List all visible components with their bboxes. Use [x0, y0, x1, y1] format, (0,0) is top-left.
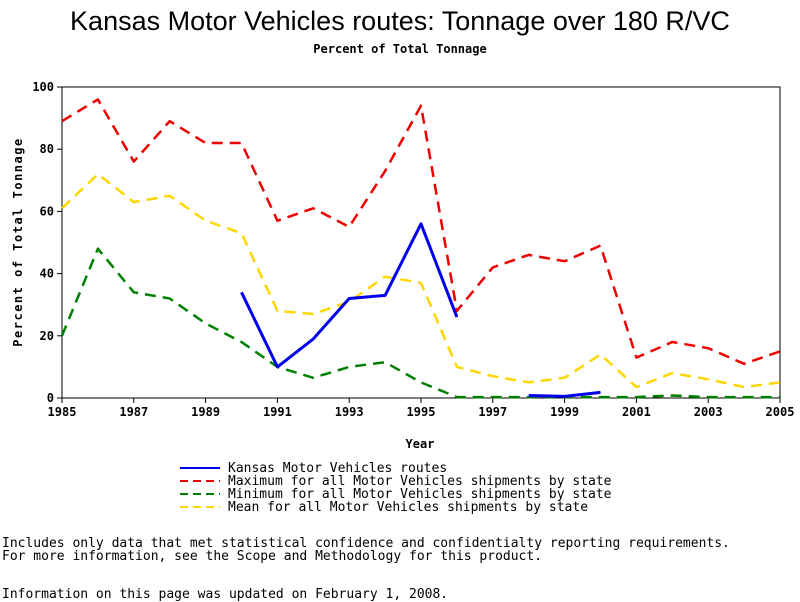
note-updated: Information on this page was updated on …	[2, 587, 449, 602]
series-line-1	[61, 98, 781, 366]
note-methodology: For more information, see the Scope and …	[2, 549, 543, 564]
plot-frame	[61, 86, 781, 399]
series-line-3	[61, 172, 781, 389]
x-tick-label: 2005	[766, 405, 795, 419]
x-tick-label: 1997	[478, 405, 507, 419]
series-line-2	[60, 247, 780, 399]
chart-title: Kansas Motor Vehicles routes: Tonnage ov…	[70, 6, 730, 36]
y-tick-label: 0	[47, 391, 54, 405]
x-tick-label: 2001	[622, 405, 651, 419]
y-tick-label: 80	[40, 142, 54, 156]
series-line-0	[528, 390, 601, 398]
x-tick-label: 1995	[407, 405, 436, 419]
series-line-0	[240, 222, 459, 369]
chart-subtitle: Percent of Total Tonnage	[313, 42, 487, 56]
x-tick-label: 1987	[119, 405, 148, 419]
legend-label: Minimum for all Motor Vehicles shipments…	[228, 487, 612, 502]
x-tick-label: 1993	[335, 405, 364, 419]
x-tick-label: 1999	[550, 405, 579, 419]
y-tick-label: 40	[40, 267, 54, 281]
legend-label: Mean for all Motor Vehicles shipments by…	[228, 500, 588, 515]
x-tick-label: 1985	[48, 405, 77, 419]
y-tick-label: 20	[40, 329, 54, 343]
y-tick-label: 60	[40, 204, 54, 218]
legend-label: Maximum for all Motor Vehicles shipments…	[228, 474, 612, 489]
x-axis-title: Year	[406, 437, 435, 451]
x-tick-label: 1989	[191, 405, 220, 419]
x-tick-label: 1991	[263, 405, 292, 419]
x-tick-label: 2003	[694, 405, 723, 419]
legend-label: Kansas Motor Vehicles routes	[228, 461, 447, 476]
y-tick-label: 100	[32, 80, 54, 94]
y-axis-title: Percent of Total Tonnage	[11, 137, 25, 346]
note-confidence: Includes only data that met statistical …	[2, 536, 730, 551]
